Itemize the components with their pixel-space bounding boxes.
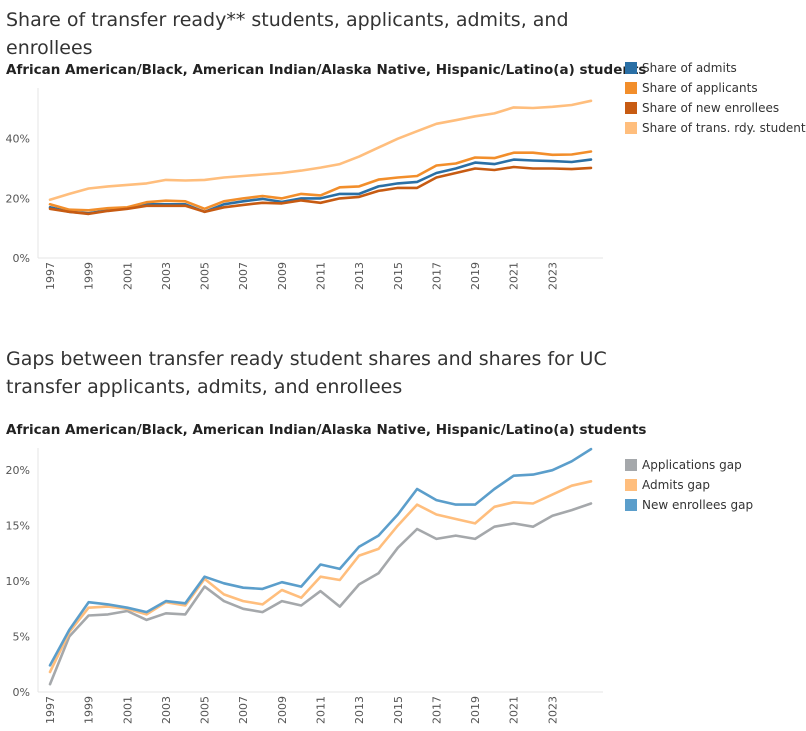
legend-swatch (625, 62, 637, 74)
series-line-applications-gap (48, 502, 593, 686)
legend-swatch (625, 122, 637, 134)
x-tick-label: 2019 (469, 262, 482, 290)
x-tick-label: 2021 (508, 696, 521, 724)
x-tick-label: 2023 (546, 262, 559, 290)
legend-label: New enrollees gap (642, 498, 753, 512)
x-tick-label: 2009 (276, 696, 289, 724)
x-tick-label: 2017 (430, 262, 443, 290)
y-tick-label: 0% (13, 252, 30, 265)
x-tick-label: 2023 (546, 696, 559, 724)
x-tick-label: 2005 (199, 696, 212, 724)
legend-label: Share of applicants (642, 81, 758, 95)
chart-1-subtitle: African American/Black, American Indian/… (6, 62, 647, 78)
legend-swatch (625, 82, 637, 94)
x-tick-label: 1999 (83, 696, 96, 724)
x-tick-label: 2019 (469, 696, 482, 724)
x-tick-label: 2007 (237, 696, 250, 724)
legend-label: Share of new enrollees (642, 101, 779, 115)
x-tick-label: 2013 (353, 696, 366, 724)
y-tick-label: 0% (13, 686, 30, 699)
y-tick-label: 5% (13, 631, 30, 644)
x-tick-label: 2017 (430, 696, 443, 724)
chart-1-title: Share of transfer ready** students, appl… (6, 9, 569, 59)
x-tick-label: 1997 (44, 696, 57, 724)
legend-label: Applications gap (642, 458, 742, 472)
series-line-new-enrollees-gap (48, 447, 593, 667)
y-tick-label: 15% (6, 520, 30, 533)
legend-swatch (625, 459, 637, 471)
x-tick-label: 2005 (199, 262, 212, 290)
series-line-share-of-applicants (48, 150, 593, 212)
chart-2-subtitle: African American/Black, American Indian/… (6, 422, 647, 438)
x-tick-label: 2003 (160, 696, 173, 724)
x-tick-label: 2003 (160, 262, 173, 290)
y-tick-label: 20% (6, 464, 30, 477)
y-tick-label: 40% (6, 133, 30, 146)
x-tick-label: 2007 (237, 262, 250, 290)
x-tick-label: 2021 (508, 262, 521, 290)
x-tick-label: 2011 (315, 696, 328, 724)
chart-1-plot: 0% 20% 40% 1997 1999 2001 2003 2005 2007 2009 2011… (6, 61, 806, 290)
x-tick-label: 2013 (353, 262, 366, 290)
legend-swatch (625, 499, 637, 511)
x-tick-label: 1999 (83, 262, 96, 290)
series-line-admits-gap (48, 479, 593, 674)
series-line-share-of-trans-rdy-students (48, 99, 593, 202)
x-tick-label: 2001 (121, 696, 134, 724)
legend-label: Admits gap (642, 478, 710, 492)
x-tick-label: 2015 (392, 262, 405, 290)
y-tick-label: 20% (6, 192, 30, 205)
legend-label: Share of admits (642, 61, 737, 75)
x-tick-label: 2011 (315, 262, 328, 290)
legend-label: Share of trans. rdy. students (642, 121, 806, 135)
legend-swatch (625, 102, 637, 114)
y-tick-label: 10% (6, 575, 30, 588)
x-tick-label: 1997 (44, 262, 57, 290)
legend-swatch (625, 479, 637, 491)
series-line-share-of-new-enrollees (48, 165, 593, 216)
x-tick-label: 2009 (276, 262, 289, 290)
x-tick-label: 2001 (121, 262, 134, 290)
chart-2-title: Gaps between transfer ready student shar… (6, 348, 607, 398)
x-tick-label: 2015 (392, 696, 405, 724)
